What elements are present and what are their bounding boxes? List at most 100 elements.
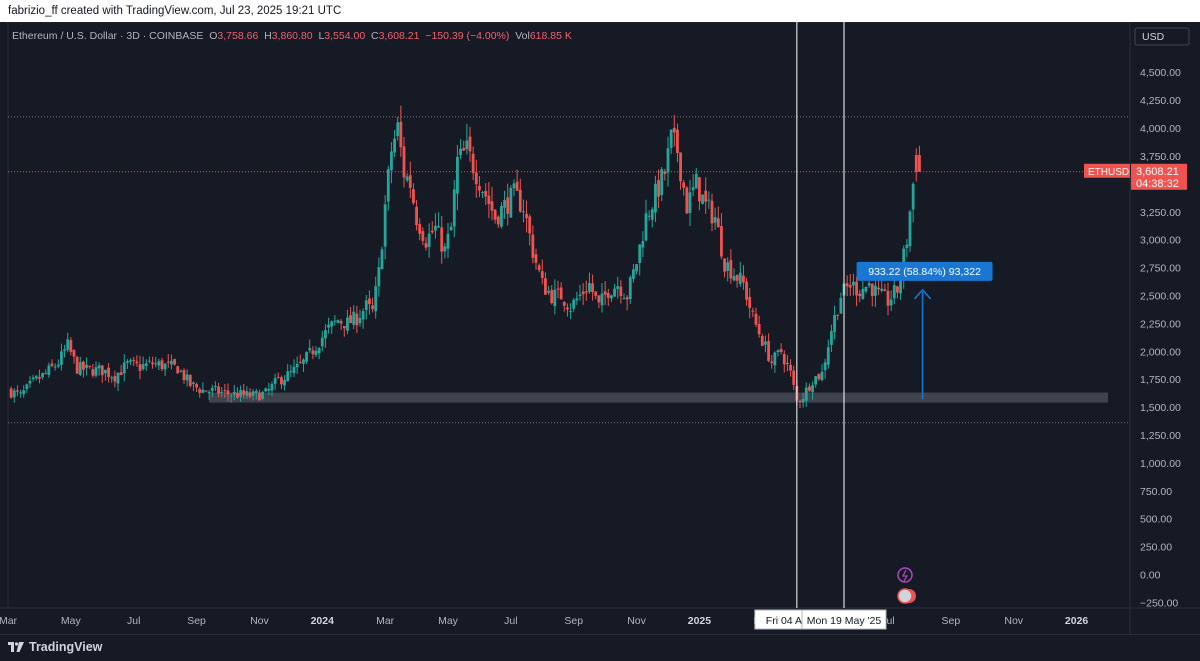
candle-body[interactable]: [729, 260, 733, 279]
candle-body[interactable]: [861, 288, 865, 300]
candle-body[interactable]: [122, 362, 126, 374]
tradingview-logo[interactable]: TradingView: [8, 640, 102, 654]
candle-body[interactable]: [380, 249, 384, 270]
candle-body[interactable]: [864, 286, 868, 292]
candle-body[interactable]: [201, 389, 205, 393]
candle-body[interactable]: [449, 226, 453, 231]
candle-body[interactable]: [236, 392, 239, 398]
candle-body[interactable]: [251, 391, 255, 396]
candle-body[interactable]: [575, 298, 579, 301]
candle-body[interactable]: [349, 315, 352, 324]
candle-body[interactable]: [166, 361, 170, 363]
candle-body[interactable]: [738, 272, 742, 284]
candle-body[interactable]: [669, 129, 673, 148]
candle-body[interactable]: [584, 291, 588, 293]
candle-body[interactable]: [421, 231, 425, 241]
candle-body[interactable]: [424, 243, 428, 248]
candle-body[interactable]: [487, 195, 491, 205]
candle-body[interactable]: [434, 225, 437, 231]
candle-body[interactable]: [110, 377, 114, 379]
us-flag-event-icon[interactable]: [897, 588, 913, 604]
candle-body[interactable]: [622, 298, 626, 300]
candle-body[interactable]: [644, 213, 648, 241]
candle-body[interactable]: [204, 390, 208, 392]
candle-body[interactable]: [78, 362, 82, 375]
candle-body[interactable]: [192, 382, 195, 384]
candle-body[interactable]: [336, 320, 340, 323]
candle-body[interactable]: [248, 392, 252, 397]
candle-body[interactable]: [679, 152, 682, 182]
candle-body[interactable]: [176, 366, 180, 374]
candle-body[interactable]: [232, 391, 236, 395]
candle-body[interactable]: [682, 182, 686, 188]
candle-body[interactable]: [198, 389, 202, 393]
candle-body[interactable]: [82, 361, 85, 370]
candle-body[interactable]: [56, 364, 60, 367]
candle-body[interactable]: [654, 183, 657, 213]
candle-body[interactable]: [223, 390, 227, 392]
candle-body[interactable]: [188, 374, 192, 386]
candle-body[interactable]: [75, 357, 79, 374]
candle-body[interactable]: [581, 291, 585, 295]
candle-body[interactable]: [820, 371, 824, 381]
candle-body[interactable]: [600, 293, 604, 306]
candle-body[interactable]: [311, 350, 315, 355]
candle-body[interactable]: [691, 187, 695, 191]
candle-body[interactable]: [870, 283, 874, 297]
candle-body[interactable]: [25, 384, 29, 390]
candle-body[interactable]: [408, 175, 412, 188]
candle-body[interactable]: [16, 390, 19, 392]
candle-body[interactable]: [157, 361, 161, 366]
candle-body[interactable]: [31, 377, 35, 380]
candle-body[interactable]: [104, 369, 107, 374]
candle-body[interactable]: [880, 288, 884, 291]
candle-body[interactable]: [757, 324, 761, 335]
candle-body[interactable]: [518, 189, 522, 212]
candle-body[interactable]: [333, 320, 337, 322]
candle-body[interactable]: [647, 215, 651, 217]
candle-body[interactable]: [660, 169, 664, 195]
candle-body[interactable]: [782, 353, 786, 365]
candle-body[interactable]: [735, 275, 739, 281]
candle-body[interactable]: [368, 298, 371, 305]
candle-body[interactable]: [918, 155, 921, 172]
candle-body[interactable]: [836, 314, 840, 316]
candle-body[interactable]: [537, 265, 541, 271]
candle-body[interactable]: [148, 360, 151, 362]
candle-body[interactable]: [374, 286, 378, 312]
candle-body[interactable]: [226, 390, 230, 395]
candle-body[interactable]: [764, 341, 767, 345]
candle-body[interactable]: [710, 200, 714, 224]
candle-body[interactable]: [811, 385, 814, 392]
candle-body[interactable]: [44, 372, 48, 374]
candle-body[interactable]: [437, 225, 440, 228]
candle-body[interactable]: [707, 199, 711, 201]
candle-body[interactable]: [267, 388, 271, 391]
candle-body[interactable]: [91, 369, 95, 376]
candle-body[interactable]: [396, 122, 400, 136]
candle-body[interactable]: [462, 148, 466, 151]
candle-body[interactable]: [113, 376, 117, 382]
candle-body[interactable]: [826, 347, 830, 365]
candle-body[interactable]: [239, 390, 242, 397]
candle-body[interactable]: [220, 391, 224, 393]
candle-body[interactable]: [94, 367, 98, 376]
candle-body[interactable]: [591, 283, 594, 293]
candle-body[interactable]: [415, 206, 418, 226]
candle-body[interactable]: [377, 267, 381, 287]
candle-body[interactable]: [628, 277, 632, 300]
candle-body[interactable]: [792, 370, 796, 385]
candle-body[interactable]: [534, 254, 538, 263]
candle-body[interactable]: [899, 275, 902, 294]
candle-body[interactable]: [364, 300, 368, 310]
candle-body[interactable]: [286, 371, 290, 382]
candle-body[interactable]: [751, 310, 755, 312]
candle-body[interactable]: [845, 283, 849, 287]
candle-body[interactable]: [468, 136, 472, 152]
candle-body[interactable]: [261, 392, 264, 399]
candle-body[interactable]: [892, 285, 896, 299]
candle-body[interactable]: [214, 386, 217, 388]
candle-body[interactable]: [34, 376, 38, 379]
candle-body[interactable]: [720, 226, 723, 257]
candle-body[interactable]: [566, 307, 569, 310]
